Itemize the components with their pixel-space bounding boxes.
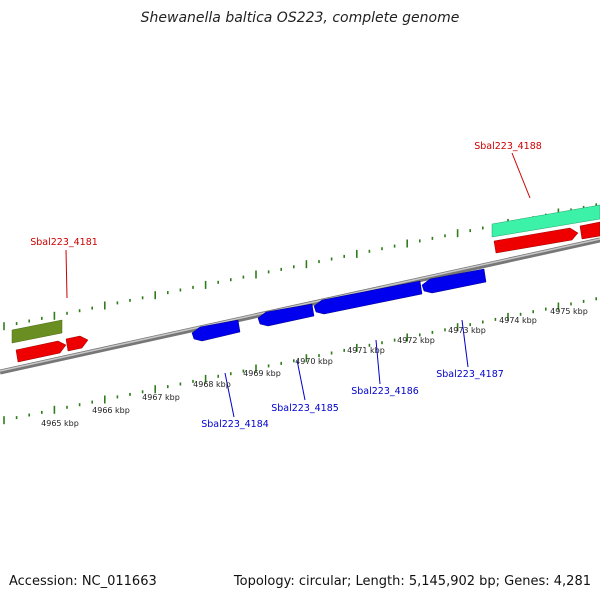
tick-row-upper xyxy=(3,203,598,331)
gene-label-sbal223-4181[interactable]: Sbal223_4181 xyxy=(30,237,98,248)
scale-label-4970: 4970 kbp xyxy=(295,357,333,366)
tick-row-lower xyxy=(3,297,598,425)
gene-feature-mint[interactable] xyxy=(491,204,600,238)
scale-label-4965: 4965 kbp xyxy=(41,419,79,428)
scale-label-4972: 4972 kbp xyxy=(397,336,435,345)
scale-label-4971: 4971 kbp xyxy=(347,346,385,355)
gene-label-sbal223-4186[interactable]: Sbal223_4186 xyxy=(351,386,419,397)
cds-arrow-red-4[interactable] xyxy=(579,221,600,240)
gene-label-sbal223-4185[interactable]: Sbal223_4185 xyxy=(271,403,339,414)
gene-feature-green[interactable] xyxy=(11,319,63,344)
cds-arrow-blue-4186[interactable] xyxy=(313,280,423,315)
topology-summary: Topology: circular; Length: 5,145,902 bp… xyxy=(233,574,591,589)
scale-label-4966: 4966 kbp xyxy=(92,406,130,415)
genome-backbone-highlight xyxy=(0,238,600,372)
features-reverse xyxy=(191,268,487,342)
features-forward xyxy=(11,204,600,363)
cds-arrow-red-1[interactable] xyxy=(15,340,67,363)
cds-arrow-red-3[interactable] xyxy=(493,227,579,254)
scale-label-4974: 4974 kbp xyxy=(499,316,537,325)
cds-arrow-red-2[interactable] xyxy=(65,335,89,352)
scale-label-4967: 4967 kbp xyxy=(142,393,180,402)
cds-arrow-blue-4185[interactable] xyxy=(257,303,315,327)
label-leaders xyxy=(65,152,531,418)
cds-arrow-blue-4187[interactable] xyxy=(421,268,487,294)
accession-text: Accession: NC_011663 xyxy=(9,574,157,589)
cds-arrow-blue-4184[interactable] xyxy=(191,319,241,342)
gene-label-sbal223-4184[interactable]: Sbal223_4184 xyxy=(201,419,269,430)
gene-label-sbal223-4188[interactable]: Sbal223_4188 xyxy=(474,141,542,152)
map-title: Shewanella baltica OS223, complete genom… xyxy=(140,10,460,26)
gene-label-sbal223-4187[interactable]: Sbal223_4187 xyxy=(436,369,504,380)
scale-label-4968: 4968 kbp xyxy=(193,380,231,389)
scale-label-4973: 4973 kbp xyxy=(448,326,486,335)
scale-label-4969: 4969 kbp xyxy=(243,369,281,378)
scale-label-4975: 4975 kbp xyxy=(550,307,588,316)
